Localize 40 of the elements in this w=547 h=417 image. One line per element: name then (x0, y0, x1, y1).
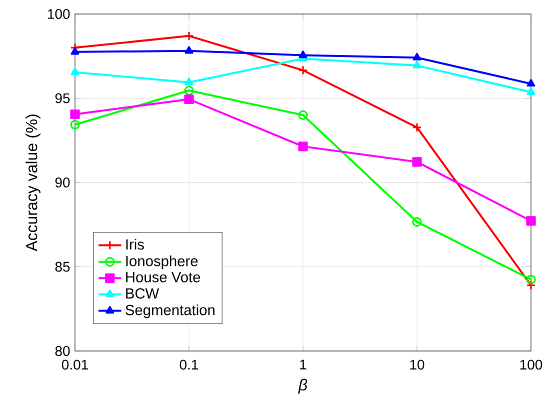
legend-label: Ionosphere (126, 256, 198, 270)
point (184, 31, 194, 41)
x-tick-label: 100 (520, 360, 542, 370)
point (526, 87, 536, 95)
point (184, 94, 194, 104)
point (412, 122, 422, 132)
legend-label: BCW (126, 288, 160, 299)
point (412, 52, 422, 60)
point (70, 120, 80, 130)
point (298, 65, 308, 76)
y-tick-label: 90 (55, 178, 70, 188)
x-tick-label: 10 (410, 360, 424, 370)
point (70, 47, 80, 55)
x-axis-title: β (298, 378, 308, 394)
point (184, 46, 194, 54)
point (298, 110, 308, 120)
legend-label: Iris (126, 238, 144, 250)
point (412, 60, 422, 68)
point (526, 280, 536, 290)
point (298, 142, 308, 152)
point (70, 109, 80, 120)
point (526, 216, 536, 226)
point (526, 274, 536, 284)
legend-label: House Vote (126, 272, 200, 282)
point (412, 217, 422, 227)
point (184, 86, 194, 96)
x-tick-label: 1 (300, 360, 306, 370)
y-tick-label: 80 (55, 346, 70, 356)
legend-label: Segmentation (126, 304, 214, 318)
point (526, 78, 536, 87)
y-tick-label: 100 (48, 9, 70, 19)
y-tick-label: 85 (55, 262, 70, 272)
point (70, 67, 80, 76)
x-tick-label: 0.1 (180, 360, 198, 370)
x-tick-label: 0.01 (62, 360, 88, 370)
point (298, 50, 308, 58)
point (184, 78, 194, 86)
y-tick-label: 95 (55, 93, 70, 104)
point (412, 157, 422, 167)
y-axis-title: Accuracy value (%) (26, 114, 40, 252)
